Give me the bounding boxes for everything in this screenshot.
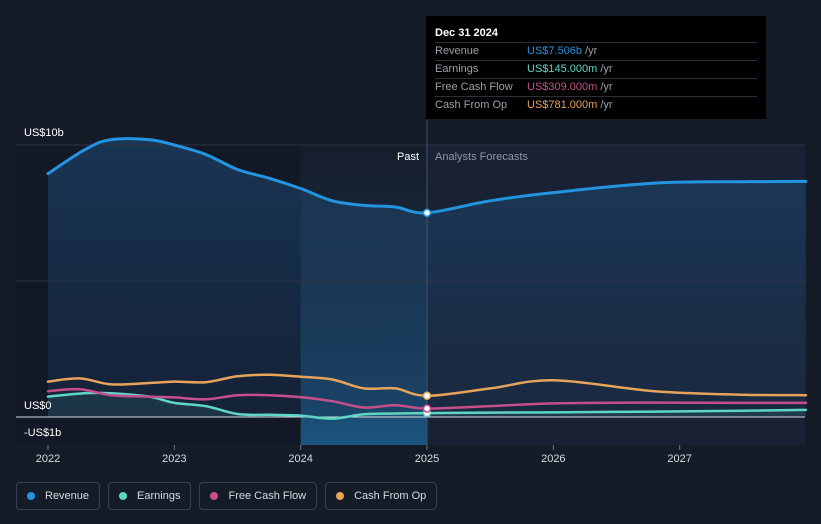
- revenue-dot-icon: [27, 492, 35, 500]
- revenue-line: [46, 137, 808, 215]
- tooltip: Dec 31 2024 Revenue US$7.506b /yr Earnin…: [426, 16, 766, 119]
- free-cash-flow-dot-icon: [210, 492, 219, 500]
- x-tick-label: 2024: [288, 453, 312, 465]
- tooltip-row-free-cash-flow: Free Cash Flow US$309.000m /yr: [435, 78, 757, 96]
- tooltip-value: US$781.000m: [527, 99, 598, 111]
- tooltip-unit: /yr: [585, 45, 598, 57]
- x-tick-label: 2026: [541, 453, 565, 465]
- free-cash-flow-line: [46, 387, 808, 410]
- cash-from-op-line: [46, 373, 808, 398]
- y-label-top: US$10b: [24, 127, 64, 139]
- tooltip-value: US$145.000m: [527, 63, 598, 75]
- legend-label: Revenue: [45, 490, 90, 502]
- region-past-label: Past: [397, 151, 419, 163]
- tooltip-unit: /yr: [600, 81, 613, 93]
- legend-item-revenue[interactable]: Revenue: [16, 482, 101, 510]
- legend-label: Earnings: [137, 490, 181, 502]
- tooltip-date: Dec 31 2024: [435, 27, 498, 39]
- legend-item-cash-from-op[interactable]: Cash From Op: [325, 482, 438, 510]
- tooltip-row-cash-from-op: Cash From Op US$781.000m /yr: [435, 96, 757, 114]
- tooltip-unit: /yr: [600, 63, 613, 75]
- legend-label: Cash From Op: [354, 490, 427, 502]
- x-tick-label: 2022: [36, 453, 60, 465]
- earnings-dot-icon: [119, 492, 128, 500]
- tooltip-value: US$309.000m: [527, 81, 598, 93]
- cash-from-op-marker: [422, 391, 432, 401]
- legend-label: Free Cash Flow: [228, 490, 307, 502]
- legend-item-free-cash-flow[interactable]: Free Cash Flow: [199, 482, 318, 510]
- x-tick-label: 2023: [162, 453, 186, 465]
- tooltip-label: Free Cash Flow: [435, 81, 513, 93]
- legend: Revenue Earnings Free Cash Flow Cash Fro…: [16, 482, 438, 510]
- tooltip-unit: /yr: [600, 99, 613, 111]
- tooltip-row-earnings: Earnings US$145.000m /yr: [435, 60, 757, 78]
- free-cash-flow-marker: [422, 404, 432, 413]
- y-label-bottom: -US$1b: [24, 427, 61, 439]
- tooltip-label: Cash From Op: [435, 99, 508, 111]
- region-forecast-label: Analysts Forecasts: [435, 151, 528, 163]
- y-label-zero: US$0: [24, 400, 52, 412]
- revenue-marker: [422, 208, 432, 218]
- x-tick-label: 2025: [415, 453, 439, 465]
- tooltip-row-revenue: Revenue US$7.506b /yr: [435, 42, 757, 60]
- tooltip-label: Revenue: [435, 45, 480, 57]
- tooltip-value: US$7.506b: [527, 45, 583, 57]
- cash-from-op-dot-icon: [336, 492, 345, 500]
- tooltip-label: Earnings: [435, 63, 479, 75]
- legend-item-earnings[interactable]: Earnings: [108, 482, 192, 510]
- x-tick-label: 2027: [667, 453, 691, 465]
